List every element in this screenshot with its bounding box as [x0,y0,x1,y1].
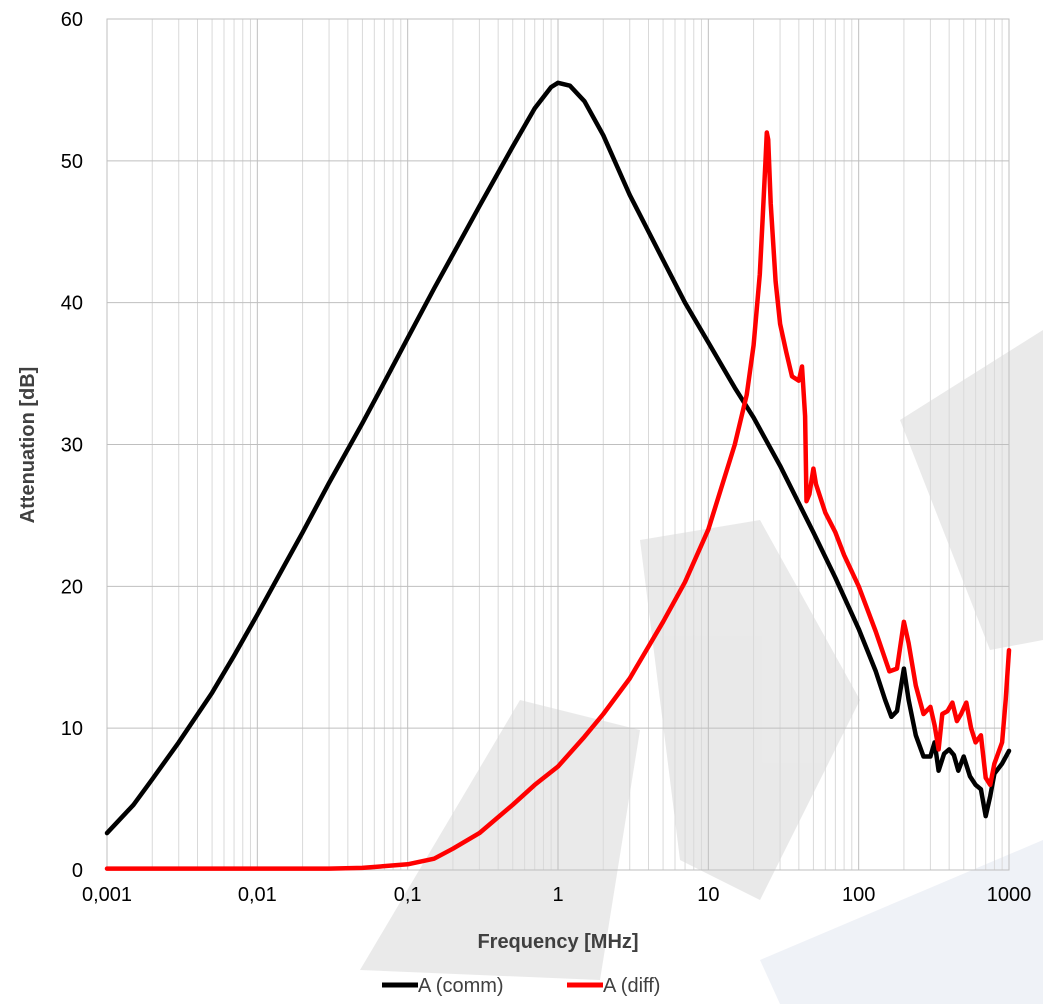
x-tick-label: 1 [552,884,563,906]
y-tick-label: 10 [61,718,83,740]
plot-area-border [106,18,1010,871]
y-tick-label: 50 [61,151,83,173]
plot-frame [106,18,1010,871]
x-tick-label: 100 [842,884,875,906]
y-tick-label: 40 [61,293,83,315]
y-axis-title: Attenuation [dB] [17,367,39,524]
y-tick-label: 20 [61,576,83,598]
x-tick-label: 10 [697,884,719,906]
x-tick-label: 0,01 [238,884,277,906]
x-tick-label: 0,001 [82,884,132,906]
y-tick-label: 30 [61,435,83,457]
x-axis-title: Frequency [MHz] [477,931,638,953]
grid [106,18,1010,871]
draft-watermark [360,330,1043,1004]
legend: A (comm) A (diff) [382,975,660,997]
series-line-diff [104,130,1012,871]
series-line-comm [104,80,1012,836]
y-tick-label: 0 [72,860,83,882]
x-tick-label: 1000 [987,884,1032,906]
series-layer [104,80,1012,871]
y-tick-labels: 0 10 20 30 40 50 60 [61,9,83,882]
x-tick-label: 0,1 [394,884,422,906]
x-tick-labels: 0,001 0,01 0,1 1 10 100 1000 [82,884,1031,906]
legend-label-comm: A (comm) [418,975,504,997]
y-tick-label: 60 [61,9,83,31]
legend-label-diff: A (diff) [603,975,660,997]
